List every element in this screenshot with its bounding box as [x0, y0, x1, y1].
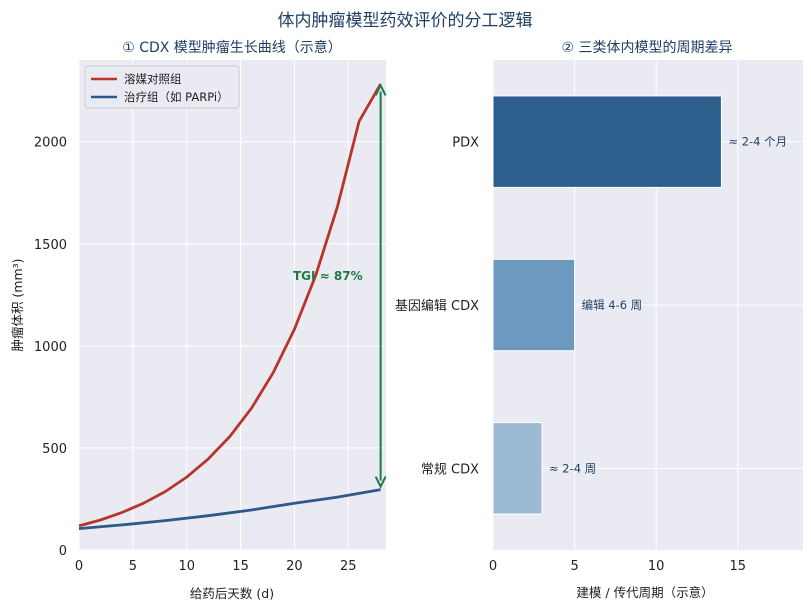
cycle-x-tick-label: 5: [570, 559, 578, 574]
tgi-annotation-group: TGI ≈ 87%: [293, 83, 387, 489]
cycle-category-label: 常规 CDX: [421, 462, 479, 477]
cycle-tick-labels: 0 5 10 15 常规 CDX 基因编辑 CDX PDX: [395, 136, 746, 574]
growth-curve-panel: ① CDX 模型肿瘤生长曲线（示意） TGI ≈ 87% 0 5 10 15 20 250…: [10, 39, 387, 601]
growth-chart-title: ① CDX 模型肿瘤生长曲线（示意）: [122, 39, 342, 56]
growth-x-axis-label: 给药后天数 (d): [190, 586, 274, 601]
cycle-x-axis-label: 建模 / 传代周期（示意）: [576, 585, 713, 600]
legend-label-vehicle: 溶媒对照组: [124, 72, 182, 86]
growth-tick-labels: 0 5 10 15 20 25 0 500 1000 1500 2000: [34, 136, 357, 574]
growth-x-tick-label: 0: [75, 559, 83, 574]
cycle-bar: [492, 95, 722, 188]
growth-series-group: [78, 83, 382, 530]
tgi-label: TGI ≈ 87%: [293, 269, 363, 283]
growth-x-tick-label: 25: [340, 559, 357, 574]
growth-y-axis-label: 肿瘤体积 (mm³): [10, 258, 25, 351]
tgi-arrow-head-bottom: [374, 476, 387, 489]
growth-x-tick-label: 15: [232, 559, 249, 574]
cycle-x-tick-label: 0: [489, 559, 497, 574]
model-cycle-panel: ② 三类体内模型的周期差异 ≈ 2-4 周 编辑 4-6 周 ≈ 2-4 个月 0 5…: [395, 40, 803, 600]
cycle-x-tick-label: 15: [729, 559, 746, 574]
growth-y-tick-label: 2000: [34, 136, 67, 151]
growth-gridlines: [78, 60, 386, 551]
cycle-bar-value-label: ≈ 2-4 周: [549, 461, 596, 475]
growth-x-tick-label: 20: [286, 559, 303, 574]
growth-y-tick-label: 1000: [34, 340, 67, 355]
cycle-x-tick-label: 10: [648, 559, 665, 574]
cycle-bar-value-label: ≈ 2-4 个月: [728, 135, 787, 149]
growth-y-tick-label: 0: [59, 544, 67, 559]
legend-label-treatment: 治疗组（如 PARPi）: [124, 90, 229, 104]
cycle-bar: [492, 422, 543, 515]
legend-box: [84, 65, 240, 109]
growth-y-tick-label: 1500: [34, 238, 67, 253]
cycle-category-label: 基因编辑 CDX: [395, 299, 479, 314]
cycle-category-label: PDX: [452, 136, 479, 151]
cycle-chart-title: ② 三类体内模型的周期差异: [561, 40, 732, 56]
growth-legend: 溶媒对照组 治疗组（如 PARPi）: [84, 65, 240, 109]
tgi-arrow-head-top: [374, 83, 387, 96]
growth-y-tick-label: 500: [42, 442, 67, 457]
cycle-bar-value-label: 编辑 4-6 周: [582, 298, 643, 312]
cycle-bar: [492, 258, 576, 352]
figure-title: 体内肿瘤模型药效评价的分工逻辑: [278, 11, 533, 31]
vehicle-control-line: [78, 83, 382, 528]
growth-plot-area: [79, 60, 386, 550]
growth-x-tick-label: 5: [129, 559, 137, 574]
cycle-bars-group: ≈ 2-4 周 编辑 4-6 周 ≈ 2-4 个月: [492, 95, 787, 515]
growth-x-tick-label: 10: [178, 559, 195, 574]
treatment-line: [78, 488, 381, 530]
